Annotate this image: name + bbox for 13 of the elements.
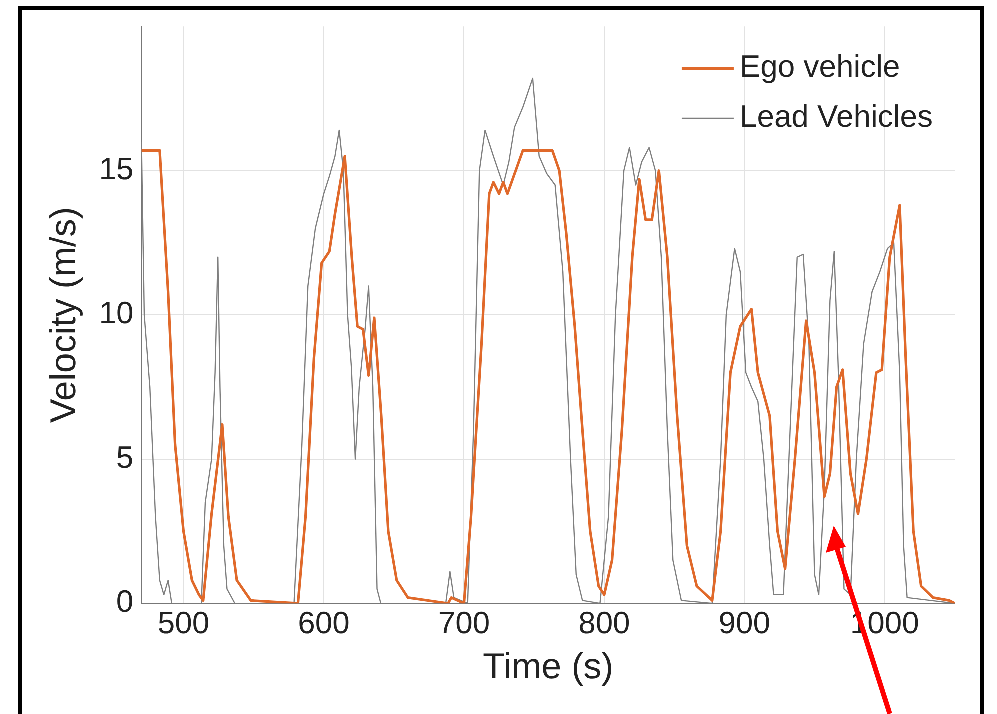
y-tick-label: 10 [99,296,134,331]
legend-label: Lead Vehicles [740,99,934,134]
y-tick-label: 0 [116,584,134,620]
y-tick-label: 15 [99,151,134,186]
x-tick-label: 500 [158,606,210,641]
x-tick-label: 700 [438,606,490,641]
y-axis-title: Velocity (m/s) [42,207,84,424]
x-axis-title: Time (s) [483,645,614,686]
x-tick-label: 800 [578,606,630,641]
legend-label: Ego vehicle [740,49,900,84]
y-tick-label: 5 [116,440,134,475]
x-tick-label: 600 [298,606,350,641]
x-tick-label: 900 [718,606,771,641]
